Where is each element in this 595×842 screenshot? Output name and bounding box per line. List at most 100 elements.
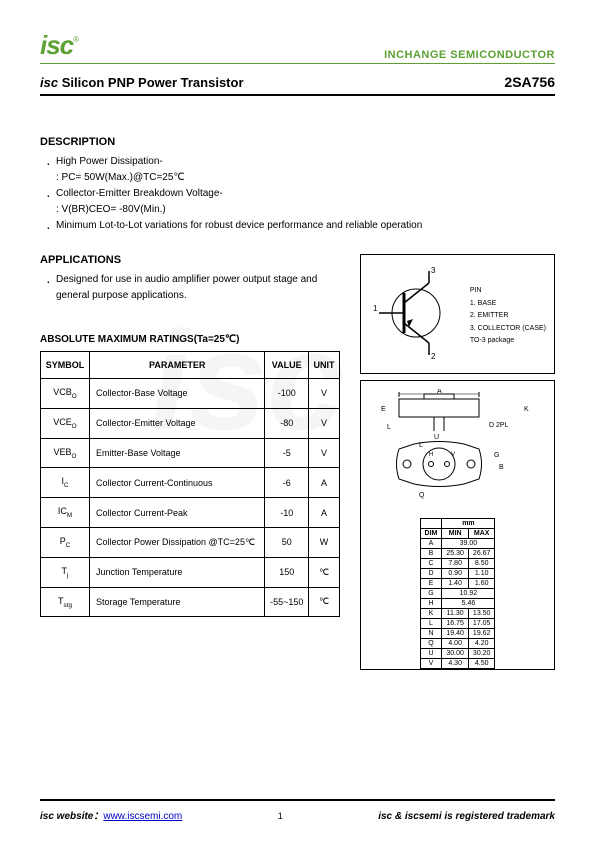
applications-heading: APPLICATIONS [40, 254, 340, 266]
cell-param: Emitter-Base Voltage [90, 438, 265, 468]
cell-unit: ℃ [309, 557, 340, 587]
cell-param: Collector-Emitter Voltage [90, 408, 265, 438]
table-row: VCEO Collector-Emitter Voltage -80 V [41, 408, 340, 438]
cell-param: Storage Temperature [90, 587, 265, 617]
app-item: Designed for use in audio amplifier powe… [46, 272, 340, 304]
cell-unit: W [309, 527, 340, 557]
svg-text:1: 1 [373, 304, 378, 313]
table-row: H5.46 [420, 599, 495, 609]
ratings-table: SYMBOL PARAMETER VALUE UNIT VCBO Collect… [40, 351, 340, 617]
table-row: ICM Collector Current-Peak -10 A [41, 498, 340, 528]
logo: isc ® [40, 30, 79, 61]
title-rest: Silicon PNP Power Transistor [58, 75, 243, 90]
footer: isc website：www.iscsemi.com 1 isc & iscs… [40, 799, 555, 822]
cell-value: -5 [265, 438, 309, 468]
svg-text:3: 3 [431, 266, 436, 275]
transistor-symbol-icon: 1 3 2 [369, 263, 459, 363]
header: isc ® INCHANGE SEMICONDUCTOR [40, 30, 555, 64]
cell-param: Collector-Base Voltage [90, 379, 265, 409]
table-row: PC Collector Power Dissipation @TC=25℃ 5… [41, 527, 340, 557]
package-outline-icon: A E L K D 2PL U L H V G B Q [369, 389, 544, 509]
cell-value: -10 [265, 498, 309, 528]
svg-text:2: 2 [431, 352, 436, 361]
package-figure: A E L K D 2PL U L H V G B Q [360, 380, 555, 670]
svg-text:G: G [494, 452, 499, 459]
table-row: L16.7517.05 [420, 619, 495, 629]
cell-param: Collector Current-Continuous [90, 468, 265, 498]
dim-unit: mm [442, 519, 495, 529]
cell-symbol: PC [41, 527, 90, 557]
logo-registered: ® [73, 35, 79, 44]
table-row: Q4.004.20 [420, 639, 495, 649]
pin-label: 2. EMITTER [470, 310, 546, 323]
table-row: V4.304.50 [420, 659, 495, 669]
desc-sub: : PC= 50W(Max.)@TC=25℃ [56, 170, 555, 186]
cell-value: -80 [265, 408, 309, 438]
website-link[interactable]: www.iscsemi.com [103, 811, 182, 822]
dim-col: MAX [468, 529, 495, 539]
description-list: High Power Dissipation- : PC= 50W(Max.)@… [46, 154, 555, 234]
svg-text:B: B [499, 464, 504, 471]
cell-unit: V [309, 408, 340, 438]
desc-item: Collector-Emitter Breakdown Voltage- [46, 186, 555, 202]
cell-symbol: VCBO [41, 379, 90, 409]
table-row: C7.808.50 [420, 559, 495, 569]
pin-heading: PIN [470, 285, 546, 298]
cell-param: Collector Power Dissipation @TC=25℃ [90, 527, 265, 557]
table-row: B25.3026.67 [420, 549, 495, 559]
cell-symbol: VEBO [41, 438, 90, 468]
table-row: D0.901.10 [420, 569, 495, 579]
svg-text:V: V [451, 452, 455, 458]
cell-param: Junction Temperature [90, 557, 265, 587]
company-name: INCHANGE SEMICONDUCTOR [384, 49, 555, 61]
cell-symbol: VCEO [41, 408, 90, 438]
svg-text:E: E [381, 406, 386, 413]
dimensions-table: mm DIM MIN MAX A39.00B25.3026.67C7.808.5… [420, 518, 496, 669]
table-row: A39.00 [420, 539, 495, 549]
table-row: VCBO Collector-Base Voltage -100 V [41, 379, 340, 409]
col-value: VALUE [265, 352, 309, 379]
col-unit: UNIT [309, 352, 340, 379]
col-param: PARAMETER [90, 352, 265, 379]
table-row: Tj Junction Temperature 150 ℃ [41, 557, 340, 587]
cell-unit: A [309, 498, 340, 528]
title-row: isc Silicon PNP Power Transistor 2SA756 [40, 74, 555, 96]
svg-text:A: A [437, 389, 442, 395]
applications-list: Designed for use in audio amplifier powe… [46, 272, 340, 304]
svg-text:L: L [387, 424, 391, 431]
svg-text:K: K [524, 406, 529, 413]
svg-text:U: U [434, 434, 439, 441]
logo-text: isc [40, 30, 73, 61]
cell-unit: V [309, 438, 340, 468]
pin-label: 1. BASE [470, 298, 546, 311]
cell-value: 150 [265, 557, 309, 587]
table-row: N19.4019.62 [420, 629, 495, 639]
footer-website: isc website：www.iscsemi.com [40, 807, 182, 822]
table-row: G10.92 [420, 589, 495, 599]
cell-unit: A [309, 468, 340, 498]
cell-value: 50 [265, 527, 309, 557]
pkg-label: TO-3 package [470, 335, 546, 348]
cell-param: Collector Current-Peak [90, 498, 265, 528]
cell-symbol: IC [41, 468, 90, 498]
cell-symbol: Tstg [41, 587, 90, 617]
cell-unit: ℃ [309, 587, 340, 617]
table-row: IC Collector Current-Continuous -6 A [41, 468, 340, 498]
title-isc: isc [40, 75, 58, 90]
svg-text:H: H [429, 452, 433, 458]
desc-sub: : V(BR)CEO= -80V(Min.) [56, 202, 555, 218]
table-row: VEBO Emitter-Base Voltage -5 V [41, 438, 340, 468]
desc-item: Minimum Lot-to-Lot variations for robust… [46, 218, 555, 234]
cell-value: -6 [265, 468, 309, 498]
svg-text:D 2PL: D 2PL [489, 422, 509, 429]
ratings-heading: ABSOLUTE MAXIMUM RATINGS(Ta=25℃) [40, 334, 340, 345]
description-heading: DESCRIPTION [40, 136, 555, 148]
footer-trademark: isc & iscsemi is registered trademark [378, 811, 555, 822]
page-number: 1 [278, 811, 283, 821]
table-row: U30.0030.20 [420, 649, 495, 659]
cell-value: -55~150 [265, 587, 309, 617]
product-title: isc Silicon PNP Power Transistor [40, 75, 244, 90]
cell-symbol: ICM [41, 498, 90, 528]
pinout-figure: 1 3 2 PIN 1. BASE 2. EMITTER 3. COLLECTO… [360, 254, 555, 374]
table-row: E1.401.60 [420, 579, 495, 589]
